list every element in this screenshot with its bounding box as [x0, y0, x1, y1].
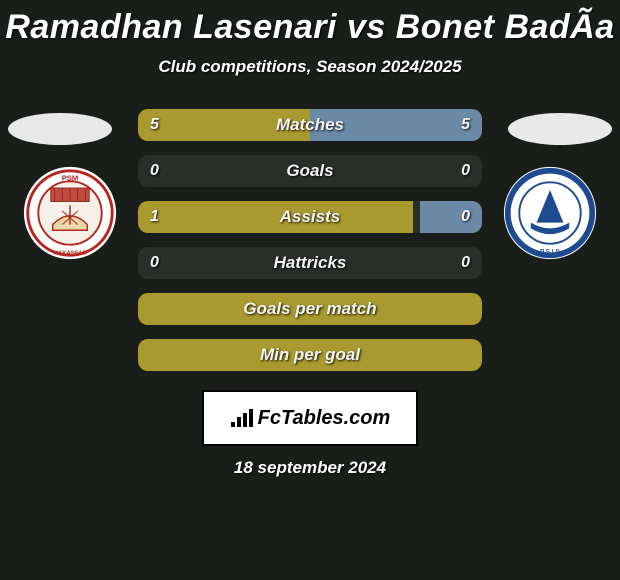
stat-label: Hattricks [138, 247, 482, 279]
stat-row: Goals per match [138, 293, 482, 325]
stat-label: Matches [138, 109, 482, 141]
stat-label: Assists [138, 201, 482, 233]
stat-value-right: 0 [461, 201, 470, 233]
stat-value-right: 0 [461, 247, 470, 279]
stat-value-left: 0 [150, 247, 159, 279]
brand-icon [230, 408, 254, 428]
stat-value-left: 1 [150, 201, 159, 233]
stat-value-right: 0 [461, 155, 470, 187]
stat-label: Min per goal [138, 339, 482, 371]
stat-bars: Matches55Goals00Assists10Hattricks00Goal… [138, 109, 482, 385]
logo-right-text-bottom: P.S.I.S [540, 248, 561, 255]
logo-left-text-bottom: MAKASSAR [53, 250, 87, 256]
player-shadow-left [8, 113, 112, 145]
page-subtitle: Club competitions, Season 2024/2025 [0, 57, 620, 77]
stat-row: Goals0 0 [138, 155, 482, 187]
player-shadow-right [508, 113, 612, 145]
logo-left-text-top: PSM [62, 173, 79, 182]
page-title: Ramadhan Lasenari vs Bonet BadÃ­a [0, 0, 620, 47]
stat-row: Min per goal [138, 339, 482, 371]
stat-value-right: 5 [461, 109, 470, 141]
stat-value-left: 0 [150, 155, 159, 187]
brand-text: FcTables.com [258, 407, 391, 430]
club-logo-left: PSM MAKASSAR [22, 165, 118, 261]
club-logo-right: P.S.I.S [502, 165, 598, 261]
stat-label: Goals [138, 155, 482, 187]
stat-label: Goals per match [138, 293, 482, 325]
stat-row: Matches5 5 [138, 109, 482, 141]
stat-row: Hattricks0 0 [138, 247, 482, 279]
stat-value-left: 5 [150, 109, 159, 141]
date-text: 18 september 2024 [0, 458, 620, 478]
stat-row: Assists1 0 [138, 201, 482, 233]
brand-badge: FcTables.com [202, 390, 418, 446]
